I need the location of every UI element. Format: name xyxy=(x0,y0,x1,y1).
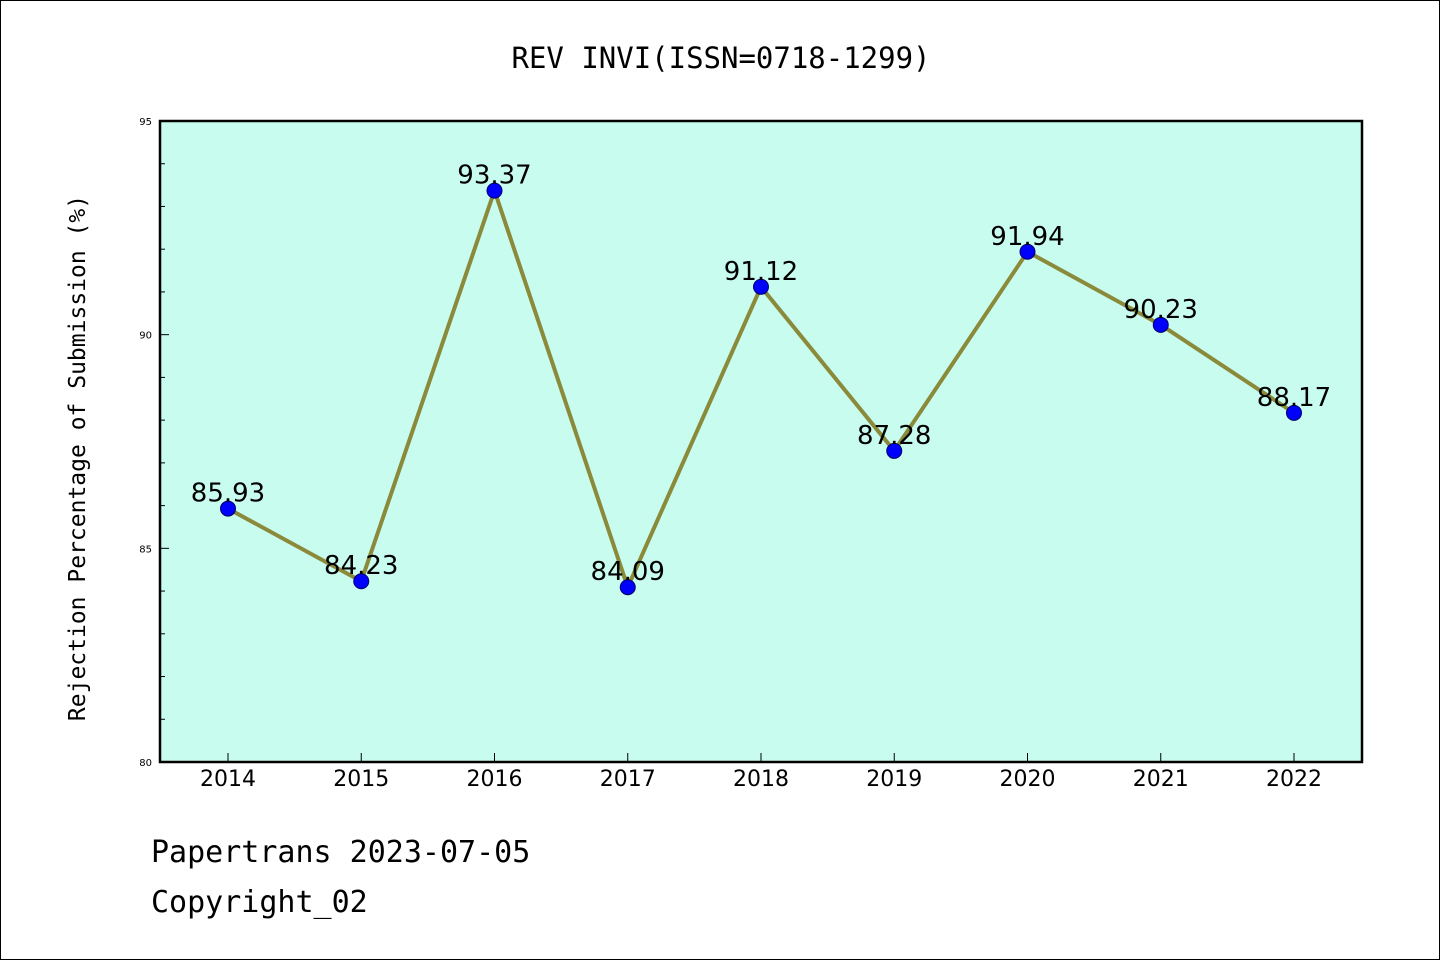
data-label: 87.28 xyxy=(857,421,931,451)
data-labels: 85.93 84.23 93.37 84.09 91.12 87.28 91.94 90.23… xyxy=(191,161,1331,588)
y-axis-ticks: 80 85 90 95 xyxy=(139,117,169,769)
data-point xyxy=(1152,316,1169,333)
data-label: 88.17 xyxy=(1257,383,1331,413)
x-tick-label: 2020 xyxy=(1000,767,1056,792)
data-point xyxy=(353,573,370,590)
x-tick-label: 2018 xyxy=(733,767,789,792)
y-tick-label: 95 xyxy=(139,117,152,128)
data-label: 91.12 xyxy=(724,257,798,287)
data-point xyxy=(1019,243,1036,260)
data-points xyxy=(220,182,1302,596)
y-axis-label: Rejection Percentage of Submission (%) xyxy=(65,195,91,721)
x-tick-label: 2014 xyxy=(200,767,256,792)
data-point xyxy=(220,500,236,517)
x-tick-label: 2021 xyxy=(1133,767,1189,792)
data-label: 93.37 xyxy=(457,161,531,191)
data-label: 85.93 xyxy=(191,479,265,509)
y-tick-label: 85 xyxy=(139,544,152,555)
plot-area xyxy=(158,119,1364,764)
x-tick-label: 2016 xyxy=(467,767,523,792)
data-point xyxy=(1286,404,1302,421)
data-label: 91.94 xyxy=(990,222,1064,252)
data-label: 84.09 xyxy=(591,557,665,587)
x-tick-label: 2017 xyxy=(600,767,656,792)
x-tick-label: 2022 xyxy=(1266,767,1322,792)
y-tick-label: 90 xyxy=(139,331,152,342)
y-tick-label: 80 xyxy=(139,758,152,769)
x-tick-label: 2015 xyxy=(333,767,389,792)
footer-date: Papertrans 2023-07-05 xyxy=(151,835,531,870)
data-point xyxy=(619,579,636,596)
footer-copyright: Copyright_02 xyxy=(151,885,368,920)
data-point xyxy=(486,182,503,199)
data-point xyxy=(886,442,903,459)
x-tick-label: 2019 xyxy=(866,767,922,792)
data-label: 84.23 xyxy=(324,551,398,581)
data-label: 90.23 xyxy=(1124,295,1198,325)
data-point xyxy=(753,278,769,295)
chart-title: REV INVI(ISSN=0718-1299) xyxy=(511,41,930,75)
x-axis-ticks: 2014 2015 2016 2017 2018 2019 2020 2021 2022 xyxy=(200,753,1322,792)
